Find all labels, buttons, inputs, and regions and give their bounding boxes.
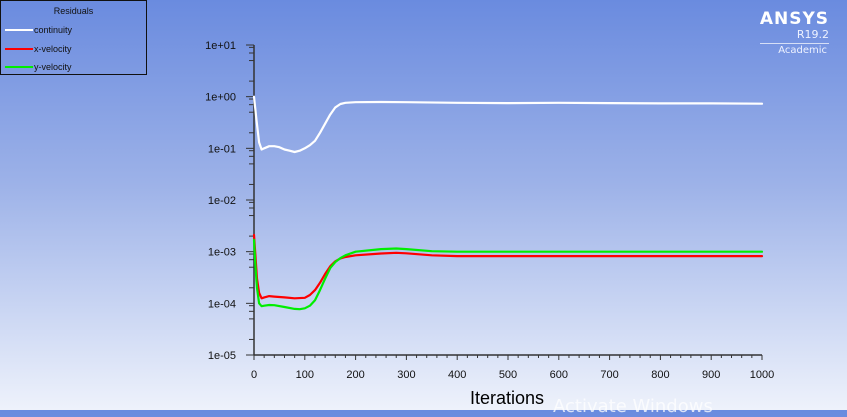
y-tick-label: 1e-02 [208,195,236,207]
continuity-line-swatch [5,29,33,31]
x-tick-label: 400 [448,369,466,381]
x-axis-title: Iterations [470,388,545,408]
logo-version: R19.2 [796,28,829,41]
x-tick-label: 300 [397,369,415,381]
x-tick-label: 100 [296,369,314,381]
x-tick-label: 700 [600,369,618,381]
x-tick-label: 0 [251,369,257,381]
legend-item-continuity: continuity [5,24,72,36]
logo-edition: Academic [759,43,829,57]
y-velocity-residual-line [252,238,764,311]
x-tick-label: 600 [550,369,568,381]
y-tick-label: 1e-04 [208,298,236,310]
logo-name: ANSYS [759,9,829,29]
continuity-residual-line [252,95,764,154]
x-tick-label: 1000 [750,369,774,381]
x-velocity-residual-line [252,233,764,300]
x-tick-label: 800 [651,369,669,381]
y-tick-label: 1e-05 [208,350,236,362]
residuals-legend: Residuals continuity x-velocity y-veloci… [0,0,147,75]
y-tick-label: 1e-01 [208,143,236,155]
x-tick-label: 900 [702,369,720,381]
legend-label: continuity [34,25,73,35]
legend-label: y-velocity [34,62,72,72]
legend-item-y-velocity: y-velocity [5,61,72,73]
x-tick-label: 500 [499,369,517,381]
ansys-logo: ANSYS R19.2 Academic [759,9,829,57]
activate-windows-watermark: Activate Windows [553,396,713,417]
x-velocity-line-swatch [5,48,33,50]
x-tick-label: 200 [346,369,364,381]
y-velocity-line-swatch [5,66,33,68]
legend-title: Residuals [53,6,94,16]
y-tick-label: 1e+01 [205,40,236,52]
legend-item-x-velocity: x-velocity [5,43,72,55]
y-tick-label: 1e-03 [208,247,236,259]
legend-label: x-velocity [34,44,72,54]
y-tick-label: 1e+00 [205,92,236,104]
